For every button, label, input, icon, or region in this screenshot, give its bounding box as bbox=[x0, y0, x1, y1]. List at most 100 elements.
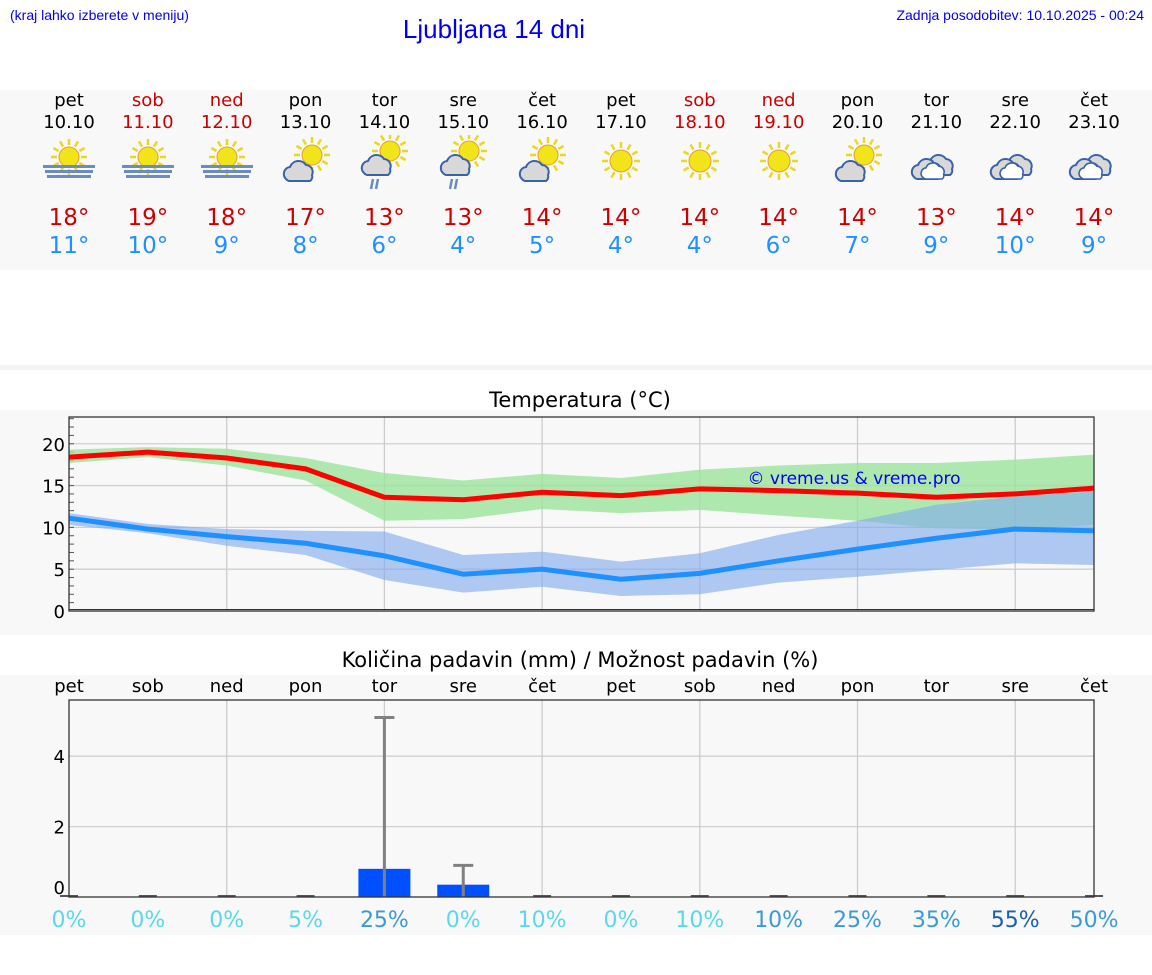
day-name: ned bbox=[761, 90, 796, 111]
temperature-chart: 0 5 10 15 20 © vreme.us & vreme.pro bbox=[42, 416, 1095, 623]
day-label: sre bbox=[1001, 676, 1028, 697]
partly-cloudy-rain-icon bbox=[345, 134, 423, 196]
plot-frame bbox=[68, 699, 1095, 898]
min-temp: 5° bbox=[529, 233, 556, 259]
day-date: 21.10 bbox=[910, 112, 963, 133]
min-temp: 9° bbox=[923, 233, 950, 259]
precip-probability: 0% bbox=[52, 908, 87, 933]
y-tick-label: 2 bbox=[54, 818, 65, 839]
day-name: tor bbox=[923, 90, 950, 111]
day-date: 13.10 bbox=[279, 112, 332, 133]
precip-probability: 25% bbox=[360, 908, 409, 933]
plot-area bbox=[69, 700, 1094, 897]
min-temp: 10° bbox=[994, 233, 1036, 259]
min-temp: 4° bbox=[686, 233, 713, 259]
sun-fog-icon bbox=[30, 134, 108, 196]
day-date: 17.10 bbox=[595, 112, 647, 133]
partly-cloudy-icon bbox=[267, 134, 345, 196]
sun-fog-icon bbox=[109, 134, 187, 196]
precip-probability: 55% bbox=[991, 908, 1040, 933]
location-hint: (kraj lahko izberete v meniju) bbox=[10, 7, 189, 23]
cloudy-icon bbox=[897, 134, 975, 196]
last-updated: Zadnja posodobitev: 10.10.2025 - 00:24 bbox=[896, 7, 1144, 23]
cloudy-icon bbox=[1055, 134, 1133, 196]
min-temp: 10° bbox=[127, 233, 169, 259]
max-temp: 14° bbox=[994, 205, 1036, 231]
max-temp: 14° bbox=[1073, 205, 1115, 231]
day-column: sob 18.10 14° 4° bbox=[661, 90, 739, 260]
min-temp: 8° bbox=[292, 233, 319, 259]
precip-probability: 0% bbox=[209, 908, 244, 933]
daily-forecast-strip: pet 10.10 18° 11° sob 11.10 19° 10° ned 12… bbox=[0, 90, 1152, 270]
cloudy-icon bbox=[976, 134, 1054, 196]
precip-probability: 35% bbox=[912, 908, 961, 933]
day-date: 22.10 bbox=[989, 112, 1041, 133]
day-name: čet bbox=[1080, 90, 1109, 111]
day-column: ned 19.10 14° 6° bbox=[740, 90, 818, 260]
day-name: tor bbox=[371, 90, 398, 111]
precip-probability: 0% bbox=[603, 908, 638, 933]
series-line bbox=[68, 515, 1095, 582]
precip-probability: 0% bbox=[446, 908, 481, 933]
day-date: 14.10 bbox=[358, 112, 411, 133]
max-temp: 14° bbox=[600, 205, 642, 231]
partly-cloudy-icon bbox=[819, 134, 897, 196]
day-label: sre bbox=[450, 676, 477, 697]
day-name: pet bbox=[606, 90, 636, 111]
day-column: tor 14.10 13° 6° bbox=[345, 90, 423, 260]
day-label: čet bbox=[1080, 676, 1108, 697]
max-temp: 14° bbox=[758, 205, 800, 231]
max-temp: 13° bbox=[442, 205, 484, 231]
day-column: pon 20.10 14° 7° bbox=[819, 90, 897, 260]
day-column: čet 23.10 14° 9° bbox=[1055, 90, 1133, 260]
precip-probability: 5% bbox=[288, 908, 323, 933]
day-column: pon 13.10 17° 8° bbox=[267, 90, 345, 260]
day-name: sre bbox=[449, 90, 477, 111]
day-label: pet bbox=[54, 676, 84, 697]
day-label: čet bbox=[528, 676, 556, 697]
day-date: 12.10 bbox=[200, 112, 253, 133]
partly-cloudy-icon bbox=[503, 134, 581, 196]
sun-icon bbox=[740, 134, 818, 196]
day-name: pon bbox=[288, 90, 323, 111]
day-name: pet bbox=[54, 90, 84, 111]
day-column: sob 11.10 19° 10° bbox=[109, 90, 187, 260]
day-name: čet bbox=[528, 90, 557, 111]
min-temp: 9° bbox=[213, 233, 240, 259]
day-name: sob bbox=[683, 90, 716, 111]
max-temp: 13° bbox=[915, 205, 957, 231]
day-column: pet 17.10 14° 4° bbox=[582, 90, 660, 260]
max-temp: 13° bbox=[364, 205, 405, 231]
min-temp: 7° bbox=[844, 233, 871, 259]
day-date: 18.10 bbox=[674, 112, 726, 133]
series-line bbox=[68, 449, 1095, 503]
y-tick-label: 10 bbox=[42, 518, 65, 539]
max-temp: 14° bbox=[837, 205, 878, 231]
range-band bbox=[69, 447, 1095, 530]
precip-probability: 10% bbox=[754, 908, 803, 933]
day-label: pet bbox=[606, 676, 636, 697]
day-column: tor 21.10 13° 9° bbox=[897, 90, 975, 260]
day-column: sre 15.10 13° 4° bbox=[424, 90, 502, 260]
temperature-chart-title: Temperatura (°C) bbox=[489, 388, 671, 412]
day-label: sob bbox=[132, 676, 164, 697]
day-date: 23.10 bbox=[1068, 112, 1120, 133]
max-temp: 14° bbox=[521, 205, 563, 231]
day-name: sre bbox=[1001, 90, 1029, 111]
day-label: sob bbox=[684, 676, 716, 697]
day-column: pet 10.10 18° 11° bbox=[30, 90, 108, 260]
y-tick-label: 4 bbox=[54, 747, 65, 768]
y-tick-label: 15 bbox=[42, 477, 65, 498]
range-band bbox=[69, 491, 1095, 596]
page-title: Ljubljana 14 dni bbox=[402, 14, 586, 44]
min-temp: 6° bbox=[765, 233, 792, 259]
day-date: 11.10 bbox=[122, 112, 174, 133]
min-temp: 9° bbox=[1080, 233, 1108, 259]
precip-probability: 10% bbox=[675, 908, 724, 933]
day-column: ned 12.10 18° 9° bbox=[188, 90, 266, 260]
day-date: 19.10 bbox=[752, 112, 805, 133]
partly-cloudy-rain-icon bbox=[424, 134, 502, 196]
day-name: pon bbox=[840, 90, 875, 111]
day-name: ned bbox=[209, 90, 244, 111]
day-label: pon bbox=[289, 676, 323, 697]
